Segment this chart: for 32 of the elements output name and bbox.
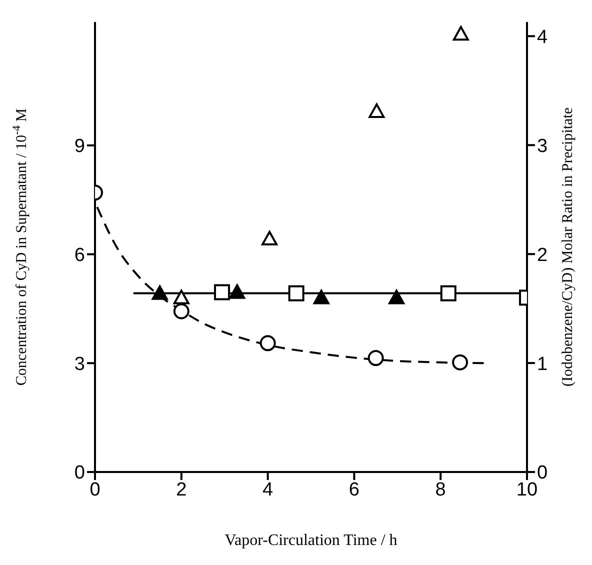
y-tick-label: 0 — [74, 462, 85, 484]
point — [452, 26, 469, 41]
y2-tick-label: 4 — [537, 26, 548, 48]
x-tick-label: 6 — [348, 479, 360, 500]
point — [152, 285, 168, 300]
x-tick-label: 4 — [262, 479, 274, 500]
y-tick-label: 6 — [74, 245, 85, 266]
point — [260, 335, 276, 352]
point — [368, 350, 384, 366]
x-tick-label: 2 — [176, 479, 187, 500]
x-tick-label: 0 — [90, 479, 100, 500]
x-tick-label: 8 — [435, 479, 446, 500]
point — [388, 290, 405, 304]
point — [368, 103, 385, 118]
y2-tick-label: 1 — [537, 354, 548, 375]
x-tick-label: 10 — [516, 479, 538, 500]
point — [214, 284, 230, 300]
y-tick-label: 9 — [74, 136, 85, 158]
y2-tick-label: 2 — [537, 244, 548, 266]
y2-tick-label: 3 — [537, 136, 548, 157]
point — [452, 354, 468, 370]
point — [288, 285, 304, 302]
x-axis-title: Vapor-Circulation Time / h — [224, 532, 398, 549]
point — [173, 303, 190, 320]
point — [313, 290, 330, 304]
point — [262, 230, 278, 246]
point — [173, 290, 190, 304]
point — [440, 285, 456, 302]
y2-axis-title: (Iodobenzene/CyD) Molar Ratio in Precipitate — [560, 107, 576, 387]
y2-tick-label: 0 — [537, 462, 548, 484]
point — [229, 284, 246, 299]
y-tick-label: 3 — [74, 354, 85, 375]
